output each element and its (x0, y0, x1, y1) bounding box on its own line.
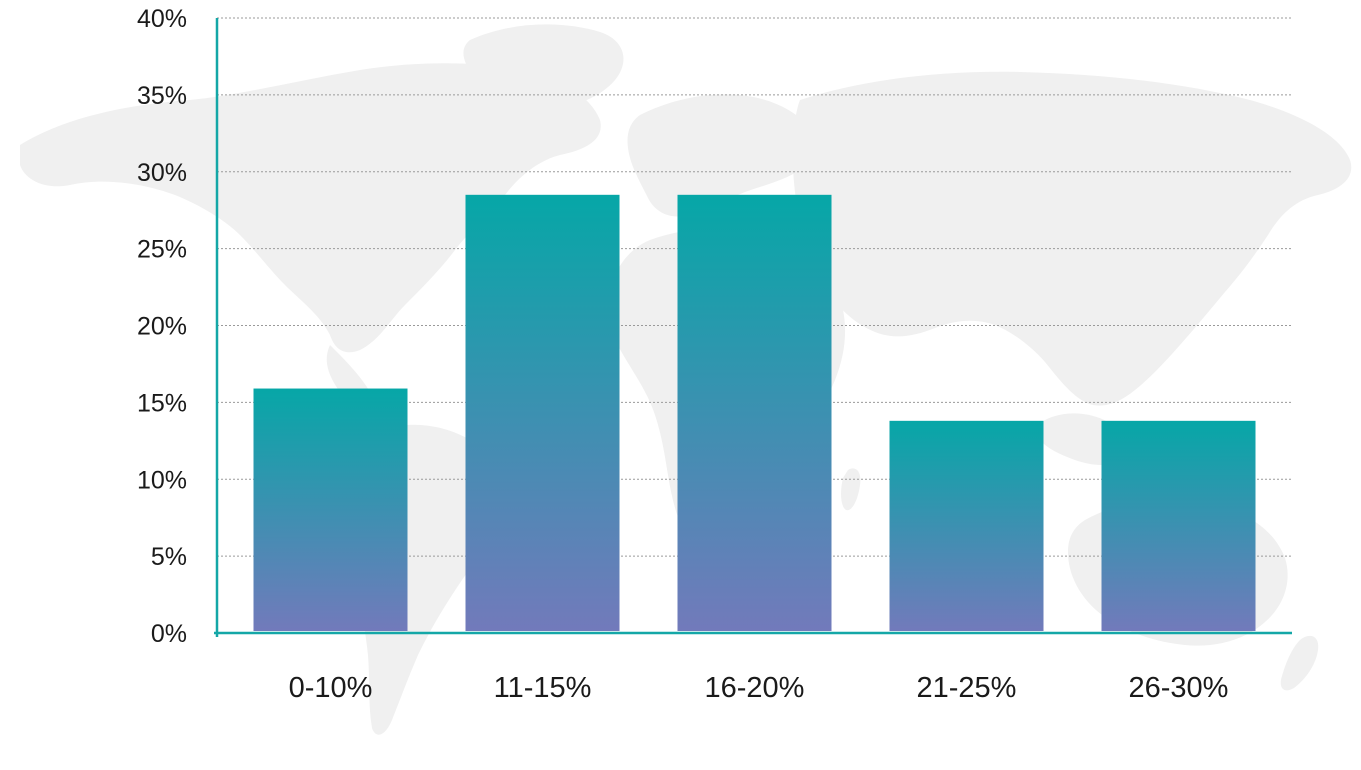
y-tick-label: 0% (151, 620, 187, 648)
bar-1 (253, 388, 408, 631)
x-tick-label: 26-30% (1129, 672, 1229, 704)
y-tick-label: 5% (151, 543, 187, 571)
x-axis-ticks: 0-10% 11-15% 16-20% 21-25% 26-30% (289, 672, 1229, 704)
map-new-zealand (1280, 635, 1319, 691)
y-tick-label: 30% (137, 159, 187, 187)
bar-4 (889, 420, 1044, 631)
x-tick-label: 21-25% (917, 672, 1017, 704)
axes (214, 18, 1292, 637)
map-asia (792, 71, 1352, 406)
map-japan (1177, 243, 1215, 311)
map-europe (627, 94, 816, 217)
y-tick-label: 15% (137, 389, 187, 417)
bar-5 (1101, 420, 1256, 631)
y-tick-label: 35% (137, 82, 187, 110)
map-north-america (20, 63, 601, 353)
bar-3 (677, 194, 832, 631)
x-tick-label: 0-10% (289, 672, 373, 704)
bars (253, 194, 1256, 631)
y-tick-label: 10% (137, 466, 187, 494)
y-tick-label: 25% (137, 236, 187, 264)
x-tick-label: 11-15% (494, 672, 592, 704)
y-tick-label: 40% (137, 5, 187, 33)
map-greenland (463, 24, 624, 109)
y-axis-ticks: 0% 5% 10% 15% 20% 25% 30% 35% 40% (137, 5, 187, 648)
bar-2 (465, 194, 620, 631)
x-tick-label: 16-20% (705, 672, 805, 704)
y-tick-label: 20% (137, 313, 187, 341)
map-madagascar (841, 468, 861, 511)
